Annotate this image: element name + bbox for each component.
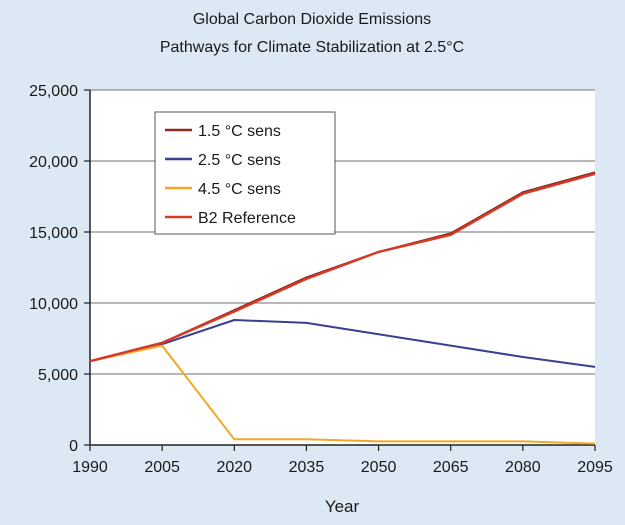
x-tick-label: 2035	[289, 459, 325, 476]
series-line-3	[89, 344, 596, 445]
legend-label-2: 2.5 °C sens	[198, 152, 281, 169]
legend-label-1: 1.5 °C sens	[198, 123, 281, 140]
legend-label-3: 4.5 °C sens	[198, 181, 281, 198]
y-tick-label: 20,000	[29, 154, 78, 171]
series-line-2	[89, 319, 596, 368]
x-tick-label: 1990	[72, 459, 108, 476]
chart-title-line-1: Global Carbon Dioxide Emissions	[193, 11, 431, 28]
legend: 1.5 °C sens 2.5 °C sens 4.5 °C sens B2 Refe…	[154, 111, 336, 235]
x-axis-title: Year	[325, 497, 360, 516]
series-line-4	[89, 172, 596, 363]
x-tick-label: 2095	[577, 459, 613, 476]
tick-labels: 0 5,000 10,000 15,000 20,000 25,000 1990 2005 20…	[29, 83, 613, 476]
x-tick-label: 2020	[216, 459, 252, 476]
y-tick-label: 0	[69, 438, 78, 455]
x-tick-label: 2005	[144, 459, 180, 476]
axes	[84, 89, 596, 451]
x-tick-label: 2050	[361, 459, 397, 476]
y-tick-label: 15,000	[29, 225, 78, 242]
y-tick-label: 10,000	[29, 296, 78, 313]
y-tick-label: 25,000	[29, 83, 78, 100]
y-tick-label: 5,000	[38, 367, 78, 384]
legend-box	[154, 111, 336, 235]
x-tick-label: 2065	[433, 459, 469, 476]
legend-label-4: B2 Reference	[198, 210, 296, 227]
chart-title-line-2: Pathways for Climate Stabilization at 2.…	[160, 39, 464, 56]
x-tick-label: 2080	[505, 459, 541, 476]
series-lines	[89, 171, 596, 445]
